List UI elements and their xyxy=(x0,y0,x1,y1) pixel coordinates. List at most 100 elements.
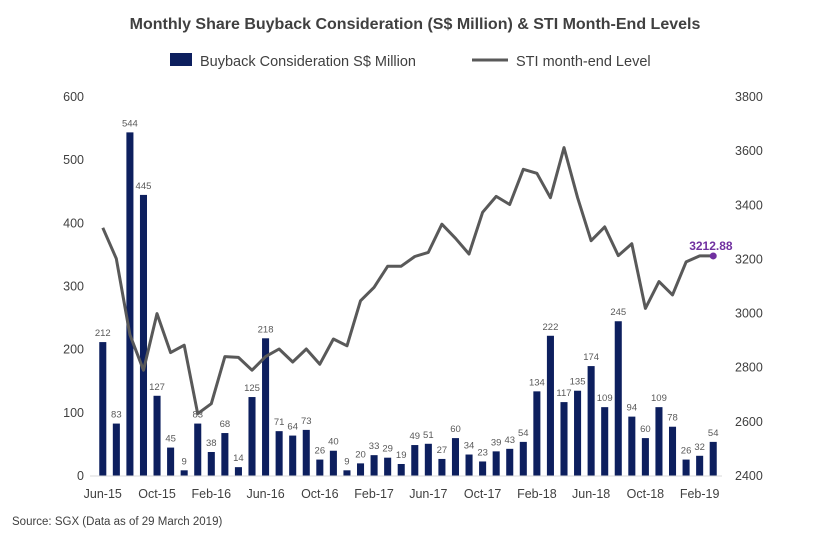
bar-data-label: 68 xyxy=(220,419,231,430)
bar xyxy=(139,194,148,477)
bar-data-label: 54 xyxy=(708,428,719,439)
bar xyxy=(316,459,324,476)
x-tick-label: Oct-16 xyxy=(301,487,339,501)
left-tick-label: 300 xyxy=(63,280,84,294)
bar xyxy=(343,470,351,476)
x-tick-label: Jun-16 xyxy=(246,487,284,501)
bar xyxy=(533,391,541,476)
bar xyxy=(628,416,636,476)
bar-data-label: 26 xyxy=(315,446,326,457)
bar xyxy=(289,435,297,476)
bar xyxy=(451,438,460,476)
bar-data-label: 9 xyxy=(182,456,187,467)
left-axis: 0 100 200 300 400 500 600 xyxy=(63,90,84,483)
bar-data-label: 20 xyxy=(355,449,366,460)
right-tick-label: 2600 xyxy=(735,415,763,429)
bar-data-label: 54 xyxy=(518,428,529,439)
bar xyxy=(601,407,609,476)
bar-data-label: 9 xyxy=(344,456,349,467)
bar-data-label: 64 xyxy=(287,422,298,433)
left-tick-label: 100 xyxy=(63,406,84,420)
bar-data-label: 60 xyxy=(450,424,461,435)
x-axis: Jun-15 Oct-15 Feb-16 Jun-16 Oct-16 Feb-17 Jun-… xyxy=(84,487,720,501)
bar-data-label: 27 xyxy=(437,445,448,456)
bar xyxy=(384,457,392,476)
bar xyxy=(709,441,717,476)
bar xyxy=(696,455,704,476)
left-tick-label: 400 xyxy=(63,216,84,230)
bar xyxy=(641,438,649,476)
bar-data-label: 51 xyxy=(423,430,434,441)
bar-data-label: 71 xyxy=(274,417,285,428)
bar xyxy=(234,467,242,476)
bar xyxy=(506,448,514,476)
bar-data-label: 134 xyxy=(529,377,545,388)
bar-data-label: 29 xyxy=(382,444,393,455)
bar-data-label: 78 xyxy=(667,413,678,424)
bar-data-label: 212 xyxy=(95,328,111,339)
right-tick-label: 2400 xyxy=(735,469,763,483)
bar xyxy=(275,431,283,476)
bar xyxy=(207,451,215,476)
legend-label-sti: STI month-end Level xyxy=(516,54,651,70)
bar-data-label: 19 xyxy=(396,450,407,461)
bar-data-label: 218 xyxy=(258,324,274,335)
bar-data-label: 445 xyxy=(136,181,152,192)
bar-data-label: 40 xyxy=(328,437,339,448)
right-tick-label: 3400 xyxy=(735,198,763,212)
bar-data-label: 32 xyxy=(694,442,705,453)
right-axis: 2400 2600 2800 3000 3200 3400 3600 3800 xyxy=(735,90,763,483)
legend-label-buyback: Buyback Consideration S$ Million xyxy=(200,54,416,70)
sti-line xyxy=(101,146,714,416)
bar xyxy=(424,443,432,476)
bar xyxy=(519,441,527,476)
right-tick-label: 3200 xyxy=(735,252,763,266)
bar-data-label: 45 xyxy=(165,434,176,445)
bar-data-label: 222 xyxy=(543,322,559,333)
bar-data-label: 94 xyxy=(627,403,638,414)
bar xyxy=(655,407,663,476)
left-tick-label: 200 xyxy=(63,343,84,357)
bar-data-label: 38 xyxy=(206,438,217,449)
legend: Buyback Consideration S$ Million STI mon… xyxy=(170,53,651,70)
bar-data-label: 43 xyxy=(504,435,515,446)
bar-data-label: 23 xyxy=(477,447,488,458)
right-tick-label: 3800 xyxy=(735,90,763,104)
bar xyxy=(397,463,405,476)
bar xyxy=(587,366,595,476)
bar xyxy=(479,461,487,476)
x-tick-label: Feb-17 xyxy=(354,487,394,501)
bar-series xyxy=(99,132,717,477)
bar xyxy=(329,450,337,476)
bar xyxy=(614,321,622,476)
bar xyxy=(411,445,419,476)
bar xyxy=(465,454,473,476)
bar xyxy=(112,423,120,476)
x-tick-label: Jun-15 xyxy=(84,487,122,501)
bar-data-label: 135 xyxy=(570,377,586,388)
bar-data-label: 125 xyxy=(244,383,260,394)
legend-swatch-buyback xyxy=(170,53,192,66)
bar xyxy=(221,433,229,476)
bar xyxy=(194,423,202,476)
bar xyxy=(438,458,446,476)
x-tick-label: Feb-16 xyxy=(191,487,231,501)
x-tick-label: Jun-17 xyxy=(409,487,447,501)
bar-data-label: 49 xyxy=(409,431,420,442)
bar-data-label: 109 xyxy=(651,393,667,404)
bar-data-label: 60 xyxy=(640,424,651,435)
bar-data-label: 26 xyxy=(681,446,692,457)
x-tick-label: Oct-18 xyxy=(627,487,665,501)
bar xyxy=(99,342,107,476)
bar xyxy=(682,459,690,476)
sti-last-point xyxy=(709,252,717,260)
bar-data-label: 83 xyxy=(111,410,122,421)
bar-data-label: 14 xyxy=(233,453,244,464)
source-note: Source: SGX (Data as of 29 March 2019) xyxy=(12,516,222,528)
bar-data-label: 73 xyxy=(301,416,312,427)
left-tick-label: 500 xyxy=(63,153,84,167)
bar xyxy=(262,338,270,476)
